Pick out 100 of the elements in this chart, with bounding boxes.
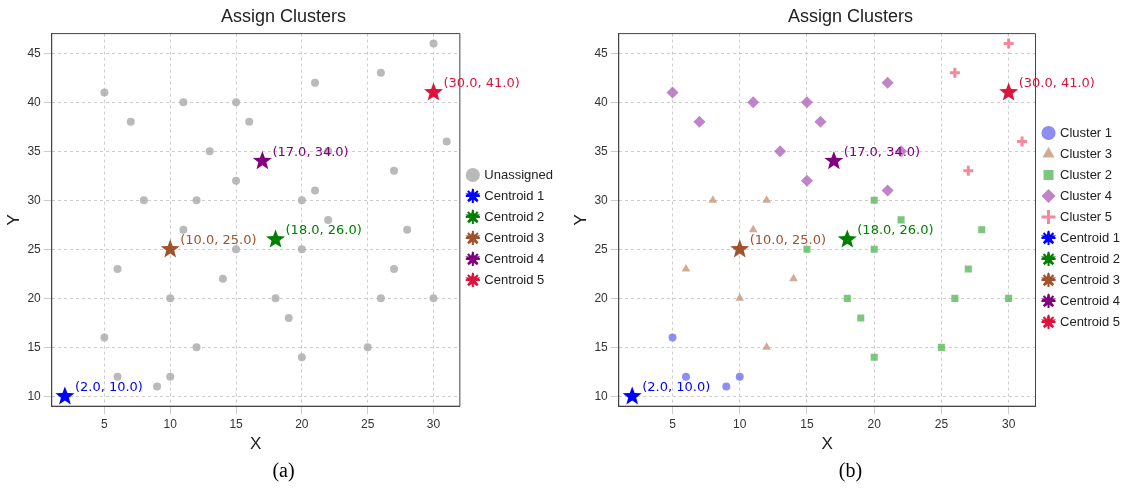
- point: [800, 174, 813, 187]
- y-tick-label: 45: [27, 45, 42, 60]
- y-tick-label: 15: [594, 339, 609, 354]
- point: [390, 166, 399, 175]
- x-tick-label: 30: [1001, 416, 1016, 431]
- point: [179, 98, 188, 107]
- point: [897, 216, 905, 224]
- point: [100, 333, 109, 342]
- point: [961, 164, 975, 178]
- point: [870, 196, 878, 204]
- legend-label: Unassigned: [484, 166, 553, 182]
- point: [681, 372, 690, 381]
- x-tick-label: 5: [669, 416, 677, 431]
- point: [1005, 294, 1013, 302]
- point: [403, 225, 412, 234]
- point: [666, 86, 679, 99]
- point: [160, 239, 180, 258]
- annotation: (17.0, 34.0): [843, 143, 921, 159]
- legend-label: Centroid 3: [1060, 271, 1121, 287]
- point: [693, 115, 706, 128]
- point: [1015, 134, 1029, 148]
- x-axis-title: X: [821, 434, 833, 454]
- x-tick-label: 20: [295, 416, 309, 431]
- point: [166, 294, 175, 303]
- point: [376, 294, 385, 303]
- point: [100, 88, 109, 97]
- point: [424, 82, 444, 101]
- point: [881, 76, 894, 89]
- chart-title: Assign Clusters: [787, 5, 914, 26]
- point: [139, 196, 148, 205]
- point: [814, 115, 827, 128]
- legend-label: Centroid 3: [484, 229, 545, 245]
- x-tick-label: 25: [934, 416, 949, 431]
- x-tick-label: 15: [800, 416, 814, 431]
- x-tick-label: 25: [361, 416, 375, 431]
- point: [735, 372, 744, 381]
- annotation: (2.0, 10.0): [74, 379, 143, 395]
- legend-label: Centroid 5: [1060, 313, 1121, 329]
- point: [192, 343, 201, 352]
- point: [762, 195, 771, 203]
- x-tick-label: 10: [733, 416, 747, 431]
- point: [192, 196, 201, 205]
- point: [870, 245, 878, 253]
- point: [232, 98, 241, 107]
- legend-label: Centroid 4: [484, 250, 545, 266]
- point: [232, 245, 241, 254]
- point: [870, 353, 878, 361]
- point: [730, 239, 750, 258]
- point: [978, 226, 986, 234]
- point: [937, 343, 945, 351]
- point: [205, 147, 214, 156]
- annotation: (10.0, 25.0): [749, 232, 827, 248]
- point: [951, 294, 959, 302]
- x-tick-label: 5: [101, 416, 109, 431]
- annotation: (18.0, 26.0): [857, 222, 934, 238]
- point: [843, 294, 851, 302]
- point: [681, 263, 691, 272]
- y-tick-label: 45: [594, 45, 609, 60]
- point: [311, 78, 320, 87]
- x-tick-label: 20: [867, 416, 882, 431]
- point: [429, 39, 438, 48]
- legend-label: Cluster 3: [1060, 145, 1113, 161]
- point: [1002, 36, 1016, 50]
- point: [179, 225, 188, 234]
- annotation: (17.0, 34.0): [272, 143, 349, 159]
- y-tick-label: 10: [594, 388, 609, 403]
- point: [297, 196, 306, 205]
- point: [311, 186, 320, 195]
- annotation: (30.0, 41.0): [443, 75, 520, 91]
- point: [442, 137, 451, 146]
- point: [113, 372, 122, 381]
- legend-label: Centroid 4: [1060, 292, 1121, 308]
- y-tick-label: 25: [594, 241, 609, 256]
- point: [762, 342, 771, 350]
- point: [390, 264, 399, 273]
- y-tick-label: 35: [594, 143, 609, 158]
- point: [774, 145, 787, 158]
- annotation: (18.0, 26.0): [285, 222, 362, 238]
- legend-label: Centroid 1: [1060, 229, 1121, 245]
- point: [429, 294, 438, 303]
- annotation: (10.0, 25.0): [180, 232, 257, 248]
- point: [55, 386, 75, 405]
- legend-label: Cluster 1: [1060, 124, 1113, 140]
- point: [999, 82, 1019, 101]
- legend-label: Cluster 2: [1060, 166, 1113, 182]
- y-axis-title: Y: [3, 214, 23, 226]
- point: [297, 353, 306, 362]
- y-tick-label: 35: [27, 143, 42, 158]
- legend-label: Centroid 5: [484, 271, 545, 287]
- text: (a): [271, 458, 296, 484]
- x-tick-label: 30: [426, 416, 441, 431]
- point: [748, 224, 758, 233]
- point: [113, 264, 122, 273]
- point: [668, 333, 677, 342]
- point: [735, 293, 745, 301]
- point: [376, 68, 385, 77]
- y-tick-label: 20: [27, 290, 42, 305]
- point: [803, 245, 811, 253]
- point: [324, 215, 333, 224]
- point: [218, 274, 227, 283]
